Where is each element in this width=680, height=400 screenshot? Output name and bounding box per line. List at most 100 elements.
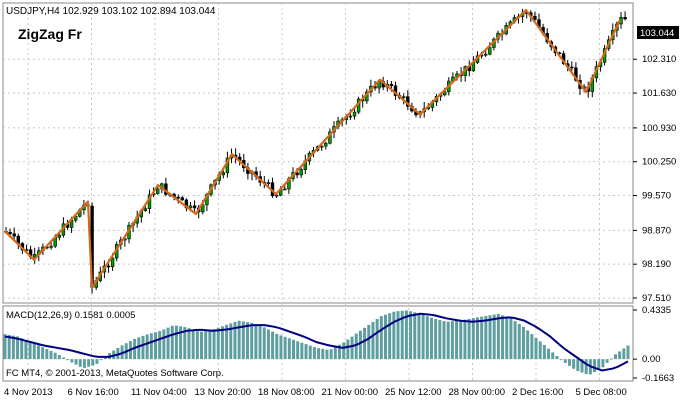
- time-label: 5 Dec 08:00: [576, 387, 627, 398]
- macd-bar: [87, 359, 91, 367]
- bear-candle: [8, 231, 12, 235]
- bull-candle: [488, 47, 492, 55]
- macd-bar: [166, 327, 170, 360]
- macd-bar: [145, 334, 149, 360]
- macd-bar: [292, 339, 296, 360]
- macd-bar: [521, 326, 525, 360]
- macd-bar: [350, 336, 354, 360]
- macd-bar: [329, 349, 333, 360]
- macd-bar: [342, 342, 346, 360]
- macd-bar: [62, 357, 66, 360]
- macd-label: MACD(12,26,9) 0.1581 0.0005: [6, 310, 135, 321]
- indicator-label: ZigZag Fr: [18, 26, 82, 42]
- macd-bar: [375, 319, 379, 360]
- macd-bar: [580, 359, 584, 373]
- macd-bar: [162, 329, 166, 360]
- bull-candle: [110, 257, 115, 267]
- bull-candle: [156, 188, 160, 194]
- macd-bar: [183, 327, 187, 360]
- macd-bar: [383, 314, 387, 360]
- time-label: 28 Nov 00:00: [449, 387, 506, 398]
- macd-bar: [187, 328, 191, 360]
- macd-bar: [392, 311, 396, 360]
- macd-bar: [450, 321, 454, 360]
- macd-bar: [409, 311, 413, 360]
- macd-bar: [605, 359, 609, 363]
- zigzag-line: [4, 8, 621, 289]
- price-tick-label: 98.870: [642, 225, 671, 236]
- macd-bar: [396, 311, 400, 360]
- bull-candle: [299, 169, 303, 176]
- macd-bar: [287, 338, 291, 360]
- bull-candle: [348, 115, 353, 118]
- copyright-text: FC MT4, © 2001-2013, MetaQuotes Software…: [6, 368, 224, 379]
- macd-bar: [3, 334, 7, 360]
- macd-bar: [551, 352, 555, 360]
- macd-bar: [400, 310, 404, 360]
- bear-candle: [389, 84, 394, 87]
- time-label: 2 Dec 16:00: [512, 387, 563, 398]
- macd-bar: [434, 318, 438, 360]
- macd-bar: [593, 359, 597, 373]
- macd-bar: [354, 333, 358, 360]
- bull-candle: [221, 172, 225, 176]
- bull-candle: [324, 142, 328, 147]
- macd-bar: [618, 351, 622, 360]
- macd-bar: [41, 347, 45, 360]
- macd-bar: [413, 312, 417, 360]
- macd-bar: [220, 326, 224, 360]
- macd-bar: [321, 348, 325, 360]
- macd-bar: [191, 329, 195, 360]
- macd-bar: [208, 330, 212, 360]
- bull-candle: [57, 234, 62, 238]
- macd-bar: [137, 337, 141, 360]
- macd-bar: [480, 316, 484, 360]
- macd-bar: [613, 354, 617, 360]
- bear-candle: [180, 197, 184, 201]
- bear-candle: [176, 196, 180, 199]
- macd-bar: [49, 350, 53, 360]
- bear-candle: [192, 205, 197, 209]
- bull-candle: [266, 182, 271, 184]
- bear-candle: [570, 66, 574, 69]
- macd-bar: [471, 318, 475, 360]
- macd-bar: [212, 329, 216, 360]
- macd-bar: [66, 359, 70, 361]
- macd-bar: [584, 359, 588, 375]
- macd-bar: [388, 313, 392, 360]
- macd-bar: [538, 341, 542, 360]
- time-axis: 4 Nov 2013 6 Nov 16:00 11 Nov 04:00 13 Nov …: [4, 387, 627, 398]
- macd-bar: [438, 320, 442, 360]
- symbol-line: USDJPY,H4 102.929 103.102 102.894 103.04…: [6, 6, 216, 17]
- macd-bar: [233, 321, 237, 360]
- bull-candle: [188, 205, 193, 209]
- bull-candle: [401, 96, 406, 99]
- time-label: 4 Nov 2013: [4, 387, 53, 398]
- macd-bar: [283, 336, 287, 360]
- macd-bar: [509, 318, 513, 360]
- macd-bar: [174, 325, 178, 360]
- current-price-value: 103.044: [640, 28, 674, 39]
- macd-bar: [526, 330, 530, 360]
- bull-candle: [49, 245, 53, 248]
- macd-tick-label: 0.00: [642, 354, 661, 365]
- bull-candle: [201, 204, 205, 213]
- bear-candle: [106, 265, 111, 268]
- macd-bar: [517, 323, 521, 360]
- macd-bar: [266, 329, 270, 360]
- macd-histogram: [3, 310, 630, 375]
- bear-candle: [623, 17, 627, 20]
- macd-bar: [496, 313, 500, 360]
- macd-bar: [216, 327, 220, 360]
- macd-bar: [333, 347, 337, 360]
- macd-frame: [2, 305, 634, 382]
- price-tick-label: 101.630: [642, 88, 676, 99]
- macd-bar: [16, 336, 20, 360]
- macd-bar: [404, 310, 408, 360]
- macd-bar: [36, 345, 40, 360]
- macd-bar: [57, 354, 61, 360]
- macd-axis: 0.4335 0.00 -0.1663: [633, 305, 674, 384]
- bear-candle: [533, 15, 537, 21]
